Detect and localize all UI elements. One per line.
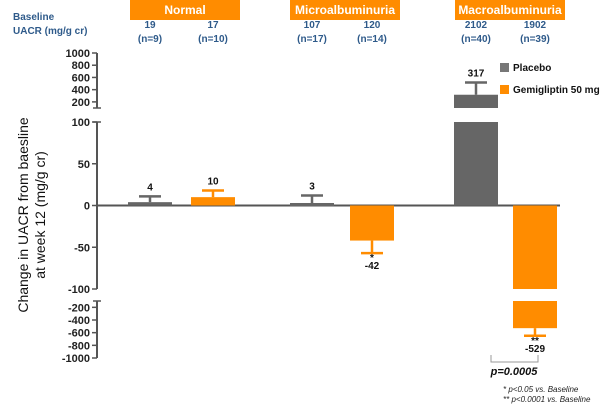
footnote-1: * p<0.05 vs. Baseline bbox=[503, 385, 579, 394]
legend-gemigliptin: Gemigliptin 50 mg bbox=[513, 85, 600, 96]
comparison-bracket bbox=[490, 355, 539, 363]
y-tick-label: 200 bbox=[72, 97, 90, 109]
bar-0-2-upper bbox=[454, 94, 498, 108]
value-label: 3 bbox=[309, 181, 315, 192]
baseline-label-2: UACR (mg/g cr) bbox=[13, 26, 87, 37]
group-header-box bbox=[130, 0, 240, 20]
group-header-label: Microalbuminuria bbox=[295, 3, 395, 17]
bar-1-1 bbox=[350, 205, 394, 241]
baseline-value: 1902 bbox=[524, 20, 547, 31]
bar-0-1 bbox=[290, 202, 334, 206]
y-tick-label: 0 bbox=[84, 201, 90, 213]
footnote-2: ** p<0.0001 vs. Baseline bbox=[503, 395, 591, 404]
baseline-value: 2102 bbox=[465, 20, 488, 31]
significance-mark: ** bbox=[531, 336, 539, 347]
y-tick-label: -1000 bbox=[62, 353, 90, 365]
group-header-box bbox=[290, 0, 400, 20]
y-tick-label: -200 bbox=[68, 302, 90, 314]
p-value: p=0.0005 bbox=[490, 366, 539, 378]
legend-placebo: Placebo bbox=[513, 63, 551, 74]
y-tick-label: -50 bbox=[74, 242, 90, 254]
y-tick-label: -400 bbox=[68, 315, 90, 327]
baseline-value: 19 bbox=[144, 20, 156, 31]
group-header-box bbox=[455, 0, 565, 20]
sample-size: (n=39) bbox=[520, 34, 550, 45]
sample-size: (n=9) bbox=[138, 34, 162, 45]
y-tick-label: -800 bbox=[68, 340, 90, 352]
bar-0-0 bbox=[128, 202, 172, 206]
y-tick-label: 600 bbox=[72, 72, 90, 84]
bar-0-2-lower bbox=[454, 122, 498, 206]
bar-1-2-lower bbox=[513, 301, 557, 329]
sample-size: (n=14) bbox=[357, 34, 387, 45]
group-header-label: Normal bbox=[164, 3, 205, 17]
y-tick-label: 50 bbox=[78, 159, 90, 171]
baseline-value: 17 bbox=[207, 20, 219, 31]
bar-1-2-upper bbox=[513, 205, 557, 289]
value-label: 10 bbox=[207, 176, 219, 187]
group-header-label: Macroalbuminuria bbox=[458, 3, 562, 17]
bar-1-0 bbox=[191, 197, 235, 206]
baseline-label-1: Baseline bbox=[13, 12, 55, 23]
significance-mark: * bbox=[370, 253, 374, 264]
legend-swatch-placebo bbox=[500, 63, 509, 72]
baseline-value: 120 bbox=[364, 20, 381, 31]
y-tick-label: -100 bbox=[68, 284, 90, 296]
value-label: -42 bbox=[365, 261, 380, 272]
sample-size: (n=10) bbox=[198, 34, 228, 45]
value-label: 4 bbox=[147, 182, 153, 193]
y-tick-label: 400 bbox=[72, 85, 90, 97]
value-label: -529 bbox=[525, 344, 545, 355]
y-axis-label-1: Change in UACR from baesline bbox=[15, 117, 31, 313]
sample-size: (n=40) bbox=[461, 34, 491, 45]
y-axis-label-2: at week 12 (mg/g cr) bbox=[32, 151, 48, 279]
y-tick-label: 800 bbox=[72, 60, 90, 72]
y-tick-label: -600 bbox=[68, 328, 90, 340]
y-tick-label: 1000 bbox=[66, 48, 90, 60]
sample-size: (n=17) bbox=[297, 34, 327, 45]
legend-swatch-gemigliptin bbox=[500, 85, 509, 94]
value-label: 317 bbox=[468, 69, 485, 80]
baseline-value: 107 bbox=[304, 20, 321, 31]
y-tick-label: 100 bbox=[72, 117, 90, 129]
